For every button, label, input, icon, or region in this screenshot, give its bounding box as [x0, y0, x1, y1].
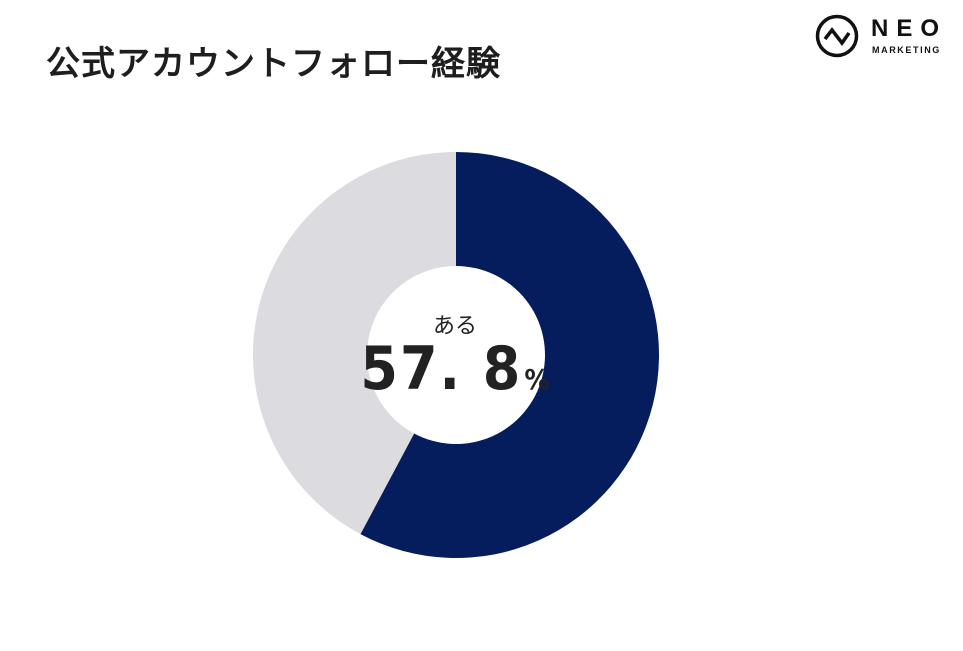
donut-slices [252, 152, 659, 558]
logo-zigzag-icon [815, 14, 859, 58]
donut-slice-1 [252, 152, 456, 535]
donut-slice-0 [360, 152, 659, 558]
logo-subtitle: MARKETING [872, 45, 941, 55]
chart-title: 公式アカウントフォロー経験 [46, 44, 501, 84]
logo-name: NEO [871, 15, 948, 42]
center-value-unit: % [524, 363, 550, 396]
center-value: 57. 8% [300, 334, 610, 404]
neo-marketing-logo: NEO MARKETING [815, 12, 955, 62]
center-value-number: 57. 8 [360, 334, 523, 404]
center-label: ある [432, 314, 477, 339]
